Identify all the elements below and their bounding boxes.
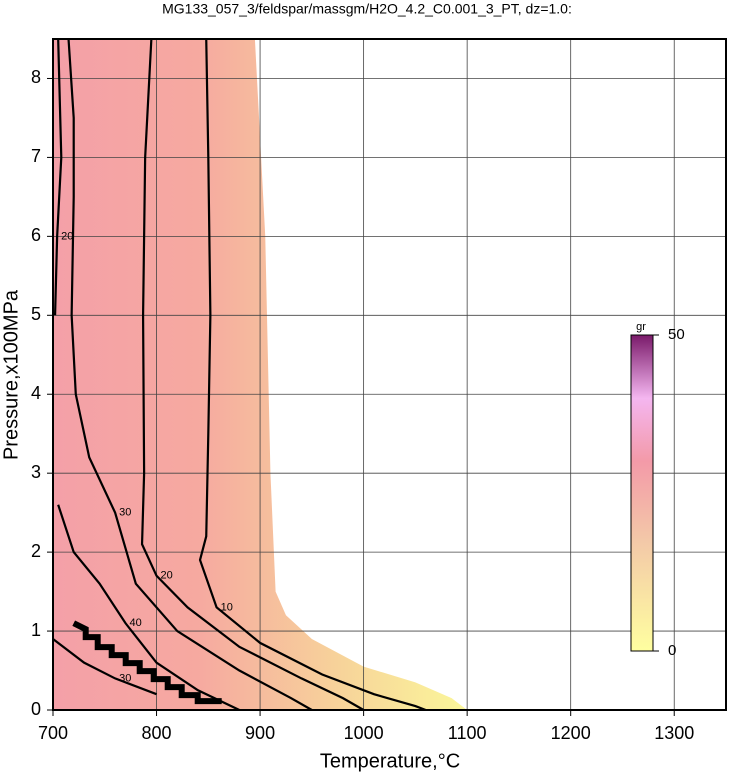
y-tick-label: 7	[31, 146, 41, 166]
contour-line	[67, 38, 313, 711]
contour-line	[140, 38, 365, 711]
x-tick-label: 1100	[448, 723, 487, 743]
x-tick-label: 800	[142, 723, 172, 743]
y-tick-label: 2	[31, 541, 41, 561]
contour-line	[53, 38, 63, 316]
plot-frame	[52, 38, 727, 711]
y-tick-label: 6	[31, 225, 41, 245]
y-tick-label: 8	[31, 67, 41, 87]
x-axis-label: Temperature,°C	[320, 750, 460, 772]
x-tick-label: 1300	[654, 723, 694, 743]
contour-line	[198, 38, 427, 712]
colorbar	[630, 334, 654, 652]
colorbar-tick-label: 0	[668, 642, 676, 659]
y-tick-label: 4	[31, 383, 41, 403]
y-tick-label: 3	[31, 462, 41, 482]
y-tick-label: 0	[31, 699, 41, 719]
chart-title: MG133_057_3/feldspar/massgm/H2O_4.2_C0.0…	[162, 1, 572, 17]
y-tick-label: 1	[31, 620, 41, 640]
x-tick-label: 1000	[344, 723, 384, 743]
contour-label: 20	[161, 570, 173, 582]
y-tick-label: 5	[31, 304, 41, 324]
contour-label: 40	[129, 617, 141, 629]
x-tick-label: 1200	[551, 723, 591, 743]
colorbar-tick-label: 50	[668, 326, 685, 343]
x-tick-label: 900	[245, 723, 275, 743]
field-edge	[72, 620, 222, 705]
plot-area: 10 20 30 40 20 30	[52, 38, 726, 712]
colorbar-label: gr	[636, 321, 646, 333]
contour-line	[52, 638, 157, 696]
contour-label: 10	[221, 601, 233, 613]
contour-label: 30	[119, 672, 131, 684]
x-tick-label: 700	[38, 723, 68, 743]
y-axis-label: Pressure,x100MPa	[0, 289, 22, 460]
contour-label: 30	[119, 507, 131, 519]
contour-line	[57, 504, 240, 711]
contour-label: 20	[61, 230, 73, 242]
